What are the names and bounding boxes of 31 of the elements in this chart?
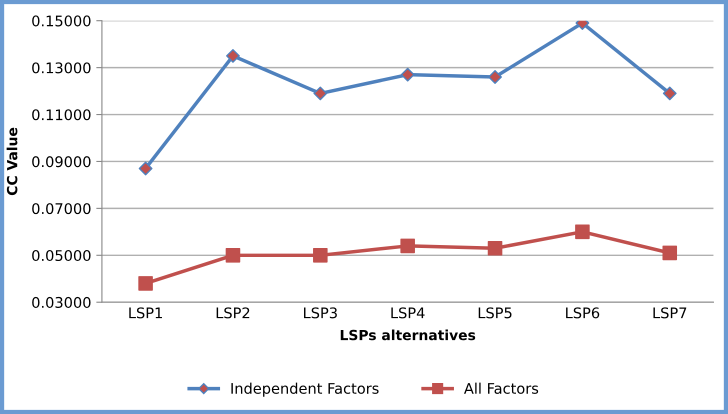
y-tick-label: 0.15000 — [32, 15, 91, 26]
point — [662, 246, 678, 260]
x-tick-label: LSP3 — [304, 307, 337, 318]
y-tick-label: 0.13000 — [32, 62, 91, 74]
point — [313, 86, 328, 100]
y-tick-label: 0.03000 — [32, 296, 91, 308]
y-tick-label: 0.11000 — [32, 109, 91, 120]
x-axis-title: LSPs alternatives — [340, 330, 476, 340]
point — [488, 240, 502, 256]
legend-label: All Factors — [464, 382, 538, 394]
point — [400, 68, 415, 82]
point — [226, 248, 240, 263]
x-tick-label: LSP6 — [566, 307, 600, 318]
point — [400, 238, 415, 254]
x-tick-label: LSP2 — [216, 307, 250, 318]
x-tick-label: LSP4 — [391, 307, 425, 318]
point — [662, 86, 677, 100]
x-tick-label: LSP1 — [129, 307, 162, 318]
y-axis-title: CC Value — [6, 128, 18, 196]
y-tick-label: 0.09000 — [32, 156, 91, 168]
point — [138, 276, 153, 291]
point — [575, 224, 590, 240]
point — [313, 248, 328, 263]
point — [226, 48, 240, 63]
point — [138, 162, 153, 176]
legend-label: Independent Factors — [231, 382, 379, 397]
point — [488, 70, 502, 84]
x-tick-label: LSP7 — [653, 307, 686, 318]
x-tick-label: LSP5 — [478, 307, 512, 318]
y-tick-label: 0.07000 — [32, 203, 91, 214]
y-tick-label: 0.05000 — [32, 250, 91, 262]
